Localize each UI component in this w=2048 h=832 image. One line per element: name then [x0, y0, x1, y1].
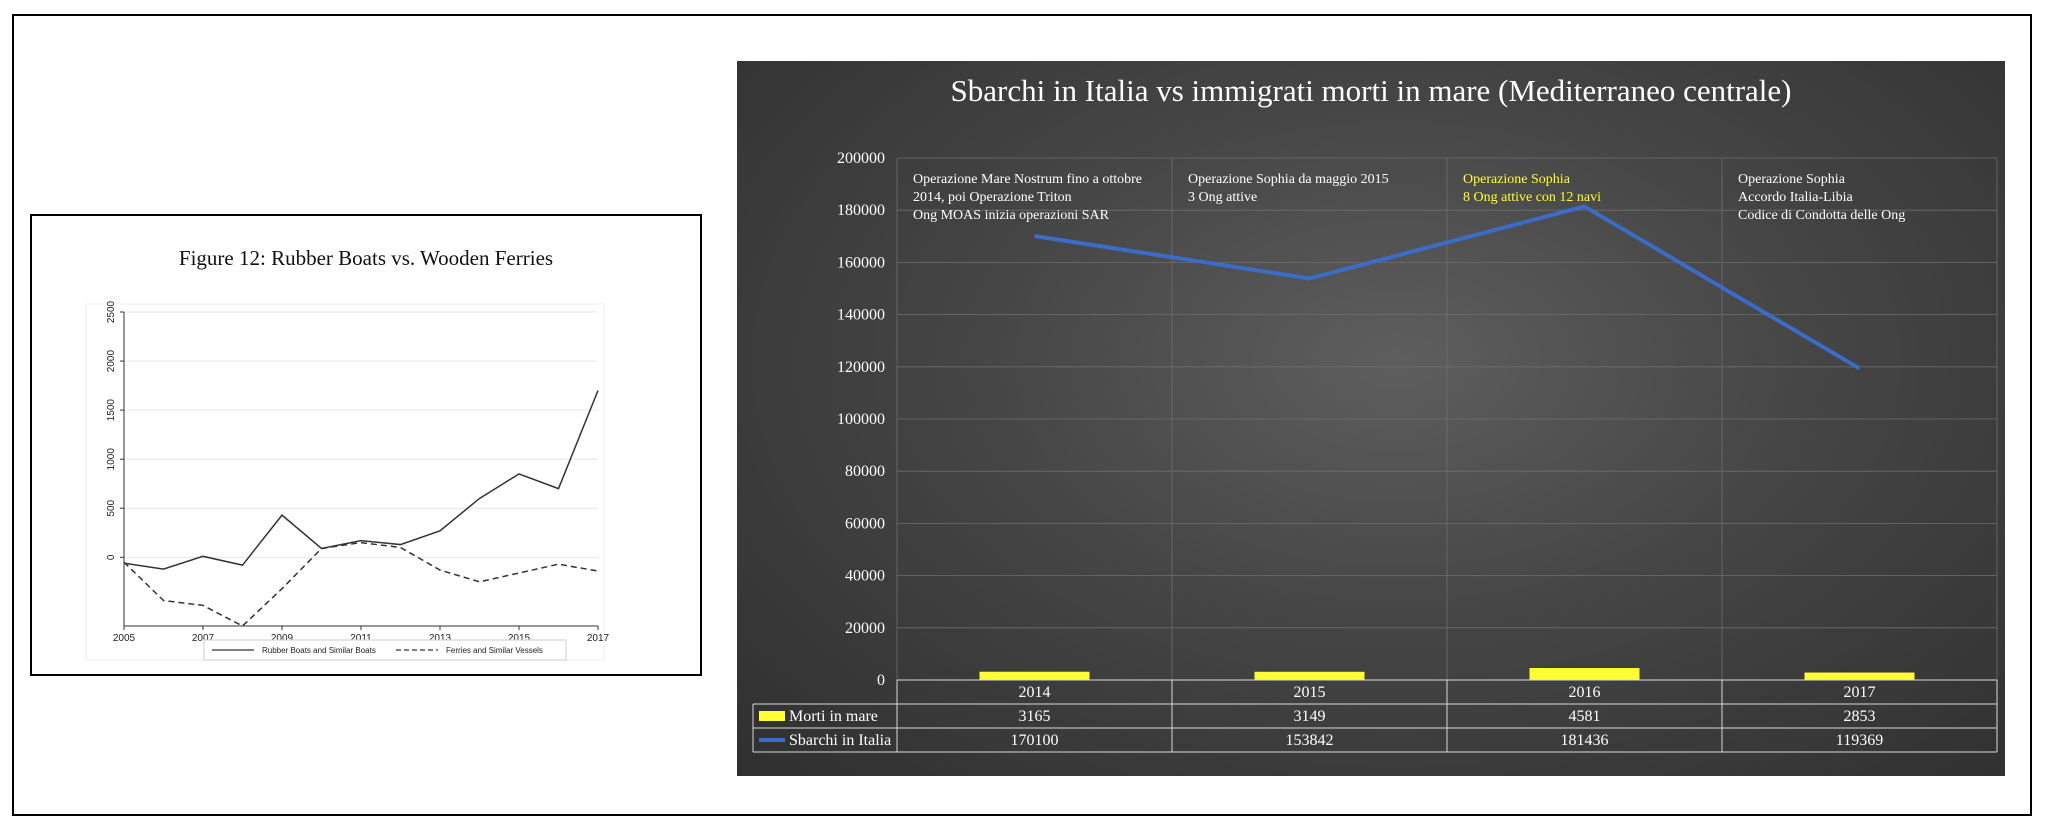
- bar-morti-2015: [1254, 671, 1365, 680]
- rubber-boats-figure: Figure 12: Rubber Boats vs. Wooden Ferri…: [30, 214, 702, 676]
- right-chart-svg: Sbarchi in Italia vs immigrati morti in …: [752, 73, 1998, 753]
- table-cell: 4581: [1569, 708, 1601, 725]
- right-chart-title: Sbarchi in Italia vs immigrati morti in …: [951, 73, 1792, 108]
- legend-label-ferries: Ferries and Similar Vessels: [446, 646, 543, 655]
- right-ytick-label: 200000: [837, 150, 885, 167]
- left-xtick-label: 2009: [271, 633, 294, 644]
- left-ytick-label: 2000: [106, 350, 117, 373]
- right-ytick-label: 140000: [837, 307, 885, 324]
- table-header-year: 2017: [1844, 684, 1876, 701]
- right-ytick-label: 180000: [837, 202, 885, 219]
- table-header-year: 2016: [1569, 684, 1601, 701]
- right-ytick-label: 80000: [845, 463, 885, 480]
- ferries-line: [123, 541, 599, 627]
- table-cell: 153842: [1286, 732, 1334, 749]
- left-xtick-label: 2015: [508, 633, 531, 644]
- left-xtick-label: 2017: [587, 633, 610, 644]
- left-legend-box: [203, 639, 567, 661]
- annotation-line: Operazione Mare Nostrum fino a ottobre: [913, 172, 1142, 187]
- table-header-year: 2014: [1019, 684, 1051, 701]
- sbarchi-chart-panel: Sbarchi in Italia vs immigrati morti in …: [737, 61, 2005, 776]
- bar-morti-2016: [1529, 668, 1640, 680]
- bar-morti-2014: [979, 671, 1090, 680]
- right-ytick-label: 120000: [837, 359, 885, 376]
- annotation-line: Codice di Condotta delle Ong: [1738, 208, 1905, 223]
- rubber-boats-line: [123, 390, 599, 570]
- table-legend-swatch-morti: [759, 711, 785, 721]
- left-xtick-label: 2005: [113, 633, 136, 644]
- annotation-line: 3 Ong attive: [1188, 190, 1257, 205]
- table-cell: 3165: [1019, 708, 1051, 725]
- left-chart-svg: 0 500 1000 1500 2000 2500 2005 2007 2009 2011 2013…: [85, 300, 610, 661]
- figure-frame: [12, 14, 2032, 816]
- table-row-label: Morti in mare: [789, 708, 878, 725]
- annotation-line: Operazione Sophia: [1463, 172, 1571, 187]
- table-cell: 119369: [1836, 732, 1883, 749]
- annotation-line: Accordo Italia-Libia: [1738, 190, 1853, 205]
- left-ytick-label: 0: [106, 554, 117, 560]
- left-xtick-label: 2011: [350, 633, 372, 644]
- left-ytick-label: 2500: [106, 300, 117, 323]
- table-cell: 181436: [1561, 732, 1609, 749]
- table-header-year: 2015: [1294, 684, 1326, 701]
- table-row-label: Sbarchi in Italia: [789, 732, 891, 749]
- annotation-line: Operazione Sophia: [1738, 172, 1846, 187]
- table-cell: 170100: [1011, 732, 1059, 749]
- annotation-line: 2014, poi Operazione Triton: [913, 190, 1072, 205]
- table-cell: 3149: [1294, 708, 1326, 725]
- annotation-line: 8 Ong attive con 12 navi: [1463, 190, 1601, 205]
- left-ytick-label: 1000: [106, 448, 117, 471]
- right-ytick-label: 60000: [845, 515, 885, 532]
- right-ytick-label: 0: [877, 672, 885, 689]
- right-ytick-label: 100000: [837, 411, 885, 428]
- left-ytick-label: 500: [106, 499, 117, 516]
- table-cell: 2853: [1844, 708, 1876, 725]
- annotation-line: Ong MOAS inizia operazioni SAR: [913, 208, 1110, 223]
- right-ytick-label: 20000: [845, 620, 885, 637]
- left-ytick-label: 1500: [106, 399, 117, 422]
- bar-morti-2017: [1804, 672, 1915, 680]
- legend-label-rubber: Rubber Boats and Similar Boats: [262, 646, 376, 655]
- left-xtick-label: 2007: [192, 633, 215, 644]
- line-sbarchi: [1034, 204, 1861, 371]
- right-ytick-label: 40000: [845, 568, 885, 585]
- left-chart-title: Figure 12: Rubber Boats vs. Wooden Ferri…: [178, 246, 554, 270]
- left-xtick-label: 2013: [429, 633, 452, 644]
- plot-background: [85, 303, 605, 661]
- annotation-line: Operazione Sophia da maggio 2015: [1188, 172, 1389, 187]
- right-ytick-label: 160000: [837, 254, 885, 271]
